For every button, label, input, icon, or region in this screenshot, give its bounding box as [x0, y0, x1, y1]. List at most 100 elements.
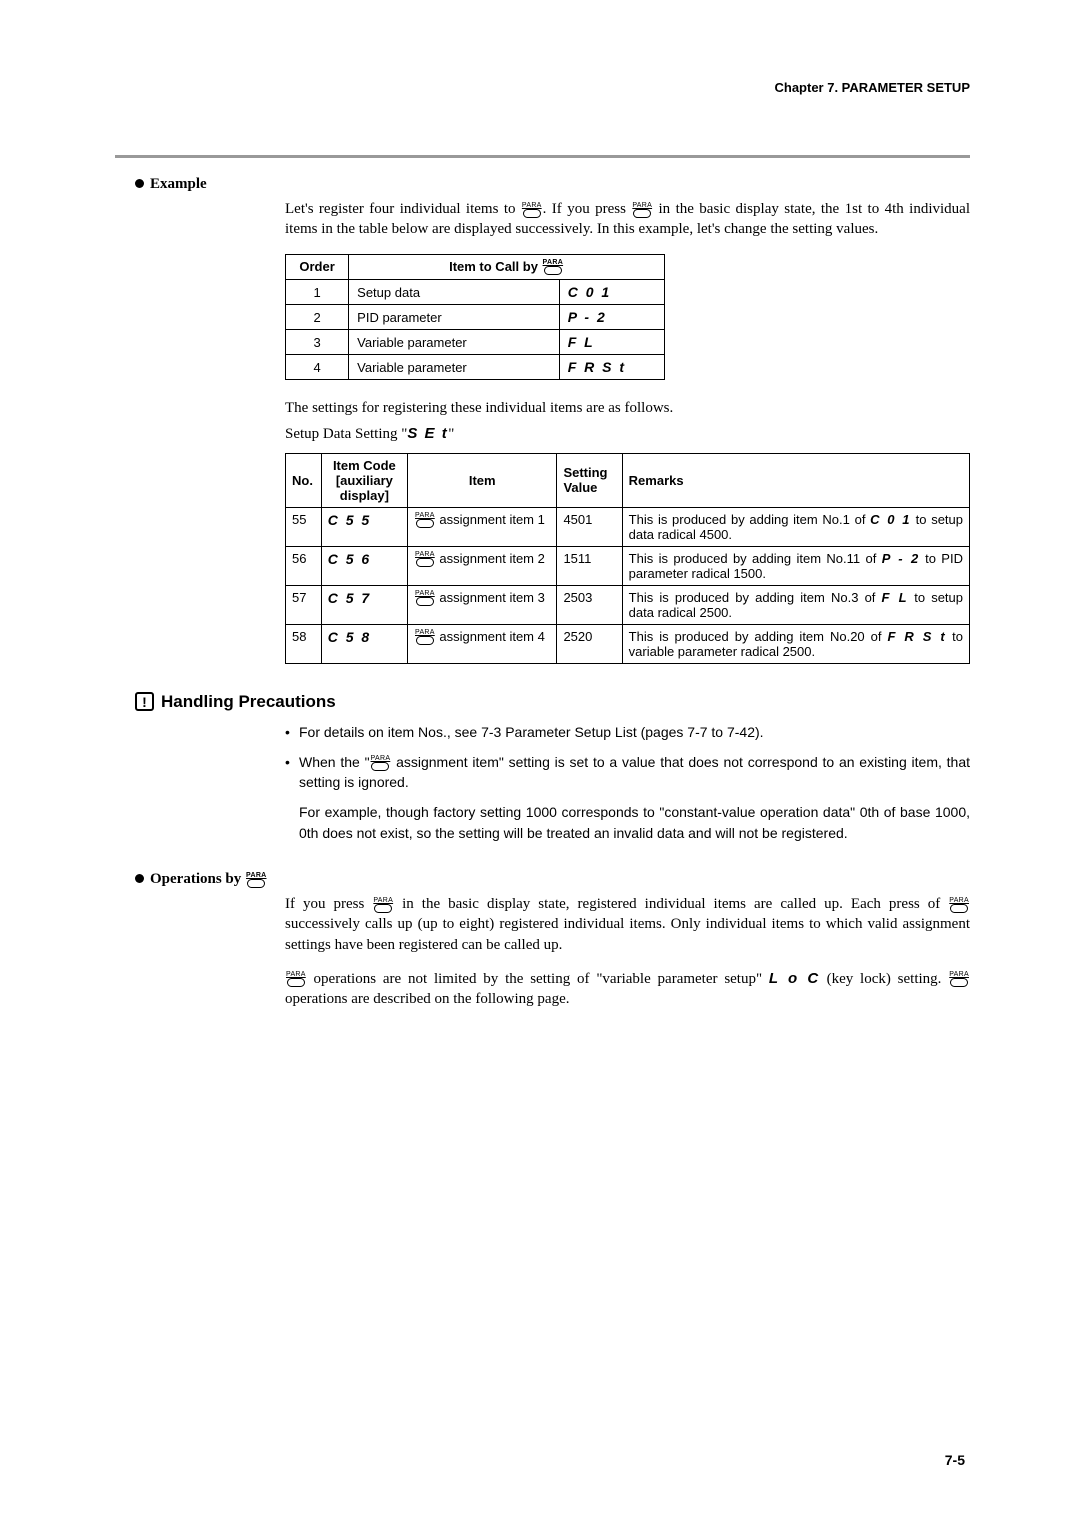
para-key-label: PARA — [543, 259, 564, 266]
display-code: C 5 7 — [328, 590, 371, 606]
para-key-shape — [523, 209, 541, 218]
cell-itemcode: C 5 8 — [321, 624, 407, 663]
chapter-header: Chapter 7. PARAMETER SETUP — [115, 80, 970, 95]
cell-item: PARA assignment item 2 — [408, 546, 557, 585]
para-key-icon: PARA — [543, 259, 564, 275]
para-key-shape — [633, 209, 651, 218]
col-item: Item — [408, 453, 557, 507]
col-order: Order — [286, 254, 349, 280]
display-code: P - 2 — [882, 551, 920, 566]
para-key-icon: PARA — [286, 971, 306, 987]
cell-item: PARA assignment item 1 — [408, 507, 557, 546]
cell-order: 4 — [286, 355, 349, 380]
cell-no: 55 — [286, 507, 322, 546]
cell-item: Variable parameter — [349, 355, 560, 380]
para-key-shape — [416, 636, 434, 645]
cell-no: 58 — [286, 624, 322, 663]
item-suffix: assignment item 2 — [436, 551, 545, 566]
display-code: F R S t — [887, 629, 946, 644]
para-key-label: PARA — [371, 755, 391, 762]
table-row: No. Item Code [auxiliary display] Item S… — [286, 453, 970, 507]
ops-p2-a: operations are not limited by the settin… — [307, 971, 769, 987]
display-code: C 5 6 — [328, 551, 371, 567]
cell-order: 2 — [286, 305, 349, 330]
para-key-icon: PARA — [949, 971, 969, 987]
precautions-sub: For example, though factory setting 1000… — [299, 802, 970, 843]
cell-setting-value: 1511 — [557, 546, 622, 585]
para-key-shape — [287, 978, 305, 987]
para-key-shape — [544, 266, 562, 275]
col-item: Item to Call by PARA — [349, 254, 665, 280]
cell-no: 57 — [286, 585, 322, 624]
operations-heading: Operations by PARA — [135, 871, 970, 888]
setup-line-a: Setup Data Setting " — [285, 426, 407, 442]
operations-heading-text: Operations by — [150, 871, 245, 887]
ops-p1-a: If you press — [285, 896, 372, 912]
item-suffix: assignment item 1 — [436, 512, 545, 527]
cell-item: Variable parameter — [349, 330, 560, 355]
table-row: 2PID parameterP - 2 — [286, 305, 665, 330]
bullet-icon — [135, 874, 144, 883]
page-number: 7-5 — [945, 1452, 965, 1468]
cell-item: Setup data — [349, 280, 560, 305]
display-code: C 0 1 — [568, 284, 611, 300]
table-row: 57 C 5 7 PARA assignment item 32503 This is… — [286, 585, 970, 624]
list-item: When the "PARA assignment item" setting … — [285, 752, 970, 793]
ops-p2-c: operations are described on the followin… — [285, 991, 570, 1007]
display-code: F R S t — [568, 359, 626, 375]
display-code: C 5 8 — [328, 629, 371, 645]
precautions-heading-text: Handling Precautions — [161, 692, 336, 711]
cell-remarks: This is produced by adding item No.1 of … — [622, 507, 969, 546]
col-remarks: Remarks — [622, 453, 969, 507]
prec2-text-a: When the " — [299, 754, 370, 770]
warning-icon: ! — [135, 692, 154, 711]
para-key-label: PARA — [415, 551, 435, 558]
table-row: Order Item to Call by PARA — [286, 254, 665, 280]
remark-a: This is produced by adding item No.1 of — [629, 512, 870, 527]
para-key-shape — [416, 519, 434, 528]
para-key-label: PARA — [286, 971, 306, 978]
table-row: 56C 5 6PARA assignment item 21511This is… — [286, 546, 970, 585]
remark-a: This is produced by adding item No.20 of — [629, 629, 888, 644]
display-code: C 0 1 — [870, 512, 911, 527]
para-key-label: PARA — [949, 971, 969, 978]
para-key-label: PARA — [522, 202, 542, 209]
para-key-icon: PARA — [371, 755, 391, 771]
para-key-icon: PARA — [415, 551, 435, 567]
col-no: No. — [286, 453, 322, 507]
para-key-icon: PARA — [246, 872, 267, 888]
col-setting-value: Setting Value — [557, 453, 622, 507]
example-heading-text: Example — [150, 176, 207, 192]
ops-code: L o C — [769, 970, 820, 987]
setup-code: S E t — [407, 425, 448, 442]
remark-a: This is produced by adding item No.3 of — [629, 590, 882, 605]
cell-order: 3 — [286, 330, 349, 355]
para-key-label: PARA — [949, 897, 969, 904]
cell-code: F L — [559, 330, 664, 355]
cell-itemcode: C 5 7 — [321, 585, 407, 624]
settings-line: The settings for registering these indiv… — [285, 398, 970, 418]
display-code: F L — [882, 590, 909, 605]
cell-code: P - 2 — [559, 305, 664, 330]
table-row: 1Setup dataC 0 1 — [286, 280, 665, 305]
operations-p1: If you press PARA in the basic display s… — [285, 894, 970, 955]
para-key-shape — [950, 978, 968, 987]
cell-item: PARA assignment item 4 — [408, 624, 557, 663]
cell-setting-value: 2520 — [557, 624, 622, 663]
para-key-icon: PARA — [415, 512, 435, 528]
remark-a: This is produced by adding item No.11 of — [629, 551, 882, 566]
item-suffix: assignment item 4 — [436, 629, 545, 644]
items-table: Order Item to Call by PARA 1Setup dataC … — [285, 254, 665, 381]
cell-code: F R S t — [559, 355, 664, 380]
prec2-text-b: assignment item" setting is set to a val… — [299, 754, 970, 790]
intro-paragraph: Let's register four individual items to … — [285, 199, 970, 240]
para-key-shape — [950, 904, 968, 913]
cell-no: 56 — [286, 546, 322, 585]
section-divider — [115, 155, 970, 158]
ops-p1-c: successively calls up (up to eight) regi… — [285, 916, 970, 952]
precautions-list: For details on item Nos., see 7-3 Parame… — [285, 722, 970, 793]
cell-setting-value: 2503 — [557, 585, 622, 624]
cell-item: PARA assignment item 3 — [408, 585, 557, 624]
cell-remarks: This is produced by adding item No.20 of… — [622, 624, 969, 663]
table-row: 3Variable parameterF L — [286, 330, 665, 355]
